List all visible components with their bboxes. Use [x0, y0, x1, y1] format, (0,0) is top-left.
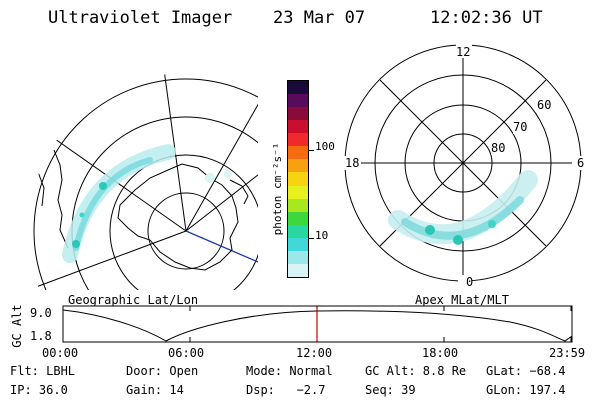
status-gc-alt: GC Alt: 8.8 Re [365, 364, 467, 378]
colorbar-segment [288, 159, 308, 173]
colorbar-segment [288, 237, 308, 251]
geographic-panel-label: Geographic Lat/Lon [68, 293, 199, 307]
observation-date: 23 Mar 07 [273, 8, 366, 28]
aurora-emission-geo [62, 144, 232, 263]
colorbar [287, 80, 309, 278]
colorbar-segment [288, 133, 308, 147]
time-tick-1800: 18:00 [422, 346, 459, 360]
time-tick-2359: 23:59 [549, 346, 586, 360]
colorbar-segment [288, 263, 308, 277]
gc-alt-ytick-low: 1.8 [30, 329, 52, 343]
mlat-label-60: 60 [537, 98, 552, 112]
mlt-label-noon: 12 [456, 45, 471, 59]
colorbar-tick-10 [308, 238, 314, 239]
time-tick-1200: 12:00 [296, 346, 333, 360]
status-ip: IP: 36.0 [10, 383, 68, 397]
colorbar-segment [288, 172, 308, 186]
magnetic-panel-label: Apex MLat/MLT [415, 293, 509, 307]
status-gain: Gain: 14 [126, 383, 184, 397]
colorbar-tick-label-10: 10 [315, 229, 329, 242]
mlat-label-70: 70 [513, 120, 528, 134]
status-filter: Flt: LBHL [10, 364, 76, 378]
colorbar-segment [288, 185, 308, 199]
colorbar-segment [288, 224, 308, 238]
time-tick-0000: 00:00 [42, 346, 79, 360]
mlt-label-dawn: 6 [577, 156, 585, 170]
status-glon: GLon: 197.4 [486, 383, 566, 397]
colorbar-segment [288, 146, 308, 160]
time-tick-0600: 06:00 [168, 346, 205, 360]
colorbar-tick-label-100: 100 [315, 140, 335, 153]
colorbar-segment [288, 211, 308, 225]
status-glat: GLat: −68.4 [486, 364, 566, 378]
colorbar-segment [288, 198, 308, 212]
colorbar-segment [288, 107, 308, 121]
status-door: Door: Open [126, 364, 199, 378]
instrument-title: Ultraviolet Imager [48, 8, 233, 28]
mlt-label-midnight: 0 [466, 275, 474, 289]
colorbar-segment [288, 250, 308, 264]
gc-alt-ytick-high: 9.0 [30, 306, 52, 320]
colorbar-segment [288, 120, 308, 134]
colorbar-tick-100 [308, 150, 314, 151]
status-seq: Seq: 39 [365, 383, 416, 397]
mlt-label-dusk: 18 [345, 156, 360, 170]
status-dsp: Dsp: −2.7 [246, 383, 326, 397]
aurora-emission-mlt [388, 170, 538, 245]
colorbar-segment [288, 81, 308, 95]
mlat-label-80: 80 [491, 141, 506, 155]
colorbar-segment [288, 94, 308, 108]
status-mode: Mode: Normal [246, 364, 333, 378]
observation-time: 12:02:36 UT [430, 8, 543, 28]
